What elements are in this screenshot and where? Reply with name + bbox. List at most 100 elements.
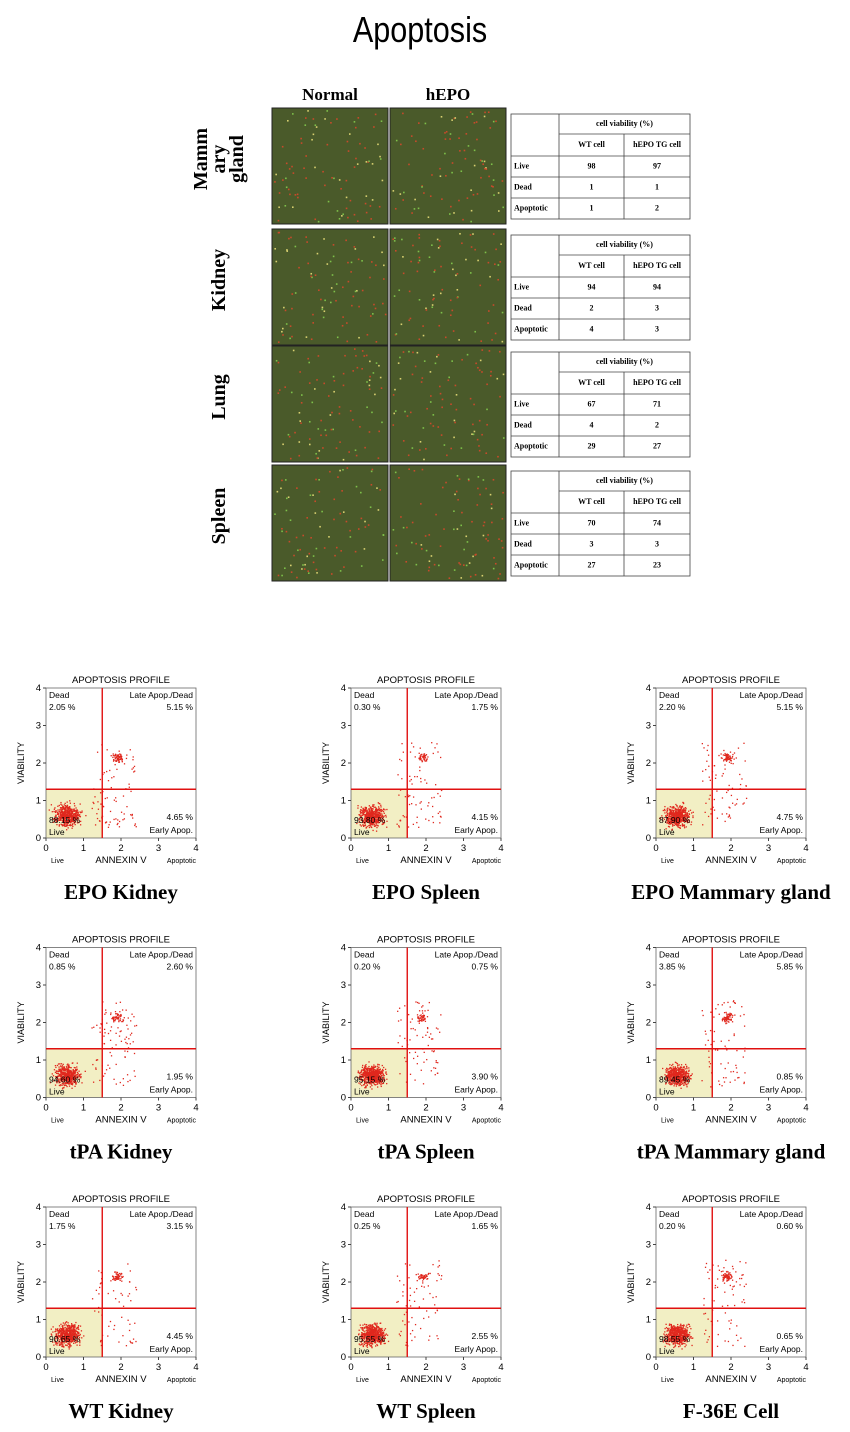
- cell-dot: [330, 261, 332, 263]
- event-dot: [81, 810, 82, 811]
- cell-dot: [480, 177, 482, 179]
- event-dot: [93, 803, 94, 804]
- event-dot: [677, 1072, 678, 1073]
- plot-title: APOPTOSIS PROFILE: [682, 935, 780, 946]
- event-dot: [362, 1065, 363, 1066]
- cell-dot: [401, 323, 403, 325]
- cell-dot: [424, 360, 426, 362]
- event-dot: [115, 1016, 116, 1017]
- event-dot: [710, 1012, 711, 1013]
- event-dot: [64, 1072, 65, 1073]
- cell-dot: [299, 371, 301, 373]
- event-dot: [116, 754, 117, 755]
- cell-dot: [278, 575, 280, 577]
- table-row-label: Live: [514, 518, 530, 527]
- event-dot: [114, 800, 115, 801]
- cell-dot: [369, 376, 371, 378]
- cell-dot: [379, 489, 381, 491]
- cell-dot: [441, 434, 443, 436]
- x-tick-label: 2: [423, 843, 428, 854]
- event-dot: [730, 817, 731, 818]
- micrograph-background: [390, 465, 506, 581]
- quadrant-name: Live: [354, 827, 370, 837]
- cell-dot: [404, 411, 406, 413]
- event-dot: [431, 1070, 432, 1071]
- event-dot: [113, 1018, 114, 1019]
- event-dot: [723, 754, 724, 755]
- cell-dot: [359, 143, 361, 145]
- cell-dot: [408, 319, 410, 321]
- event-dot: [371, 810, 372, 811]
- cell-dot: [297, 197, 299, 199]
- cell-dot: [355, 355, 357, 357]
- event-dot: [369, 1068, 370, 1069]
- event-dot: [380, 805, 381, 806]
- event-dot: [100, 779, 101, 780]
- event-dot: [707, 750, 708, 751]
- x-tick-label: 3: [461, 843, 466, 854]
- cell-dot: [309, 553, 311, 555]
- y-tick-label: 2: [646, 1018, 651, 1029]
- event-dot: [364, 809, 365, 810]
- cell-dot: [483, 479, 485, 481]
- event-dot: [72, 1072, 73, 1073]
- cell-dot: [306, 241, 308, 243]
- cell-dot: [472, 113, 474, 115]
- event-dot: [743, 1014, 744, 1015]
- event-dot: [67, 810, 68, 811]
- event-dot: [372, 830, 373, 831]
- cell-dot: [408, 454, 410, 456]
- event-dot: [61, 805, 62, 806]
- x-tick-label: 2: [728, 1103, 733, 1114]
- y-axis-label: VIABILITY: [626, 1001, 636, 1043]
- table-cell: 70: [588, 518, 596, 527]
- event-dot: [424, 1010, 425, 1011]
- event-dot: [669, 1072, 670, 1073]
- cell-dot: [450, 403, 452, 405]
- cell-dot: [394, 295, 396, 297]
- event-dot: [105, 1012, 106, 1013]
- event-dot: [728, 816, 729, 817]
- event-dot: [735, 1065, 736, 1066]
- cell-dot: [479, 494, 481, 496]
- event-dot: [714, 765, 715, 766]
- x-end-label: Live: [51, 1118, 64, 1125]
- event-dot: [66, 1086, 67, 1087]
- cell-dot: [305, 177, 307, 179]
- cell-dot: [351, 305, 353, 307]
- event-dot: [64, 1067, 65, 1068]
- event-dot: [113, 776, 114, 777]
- cell-dot: [369, 361, 371, 363]
- quadrant-name: Dead: [659, 690, 680, 700]
- cell-dot: [366, 355, 368, 357]
- cell-dot: [449, 213, 451, 215]
- table-cell: 29: [588, 441, 596, 450]
- y-tick-label: 0: [36, 1093, 41, 1104]
- cell-dot: [357, 367, 359, 369]
- cell-dot: [347, 467, 349, 469]
- cell-dot: [328, 536, 330, 538]
- cell-dot: [364, 548, 366, 550]
- cell-dot: [352, 370, 354, 372]
- event-dot: [107, 797, 108, 798]
- cell-dot: [474, 165, 476, 167]
- cell-dot: [321, 511, 323, 513]
- event-dot: [716, 790, 717, 791]
- cell-dot: [318, 450, 320, 452]
- event-dot: [371, 811, 372, 812]
- cell-dot: [418, 237, 420, 239]
- event-dot: [113, 1079, 114, 1080]
- cell-dot: [354, 246, 356, 248]
- cell-dot: [362, 350, 364, 352]
- quadrant-name: Late Apop./Dead: [740, 950, 804, 960]
- cell-dot: [330, 302, 332, 304]
- cell-dot: [336, 447, 338, 449]
- cell-dot: [295, 194, 297, 196]
- event-dot: [97, 818, 98, 819]
- event-dot: [423, 757, 424, 758]
- cell-dot: [383, 534, 385, 536]
- event-dot: [684, 827, 685, 828]
- cell-dot: [439, 168, 441, 170]
- event-dot: [726, 1019, 727, 1020]
- event-dot: [74, 1086, 75, 1087]
